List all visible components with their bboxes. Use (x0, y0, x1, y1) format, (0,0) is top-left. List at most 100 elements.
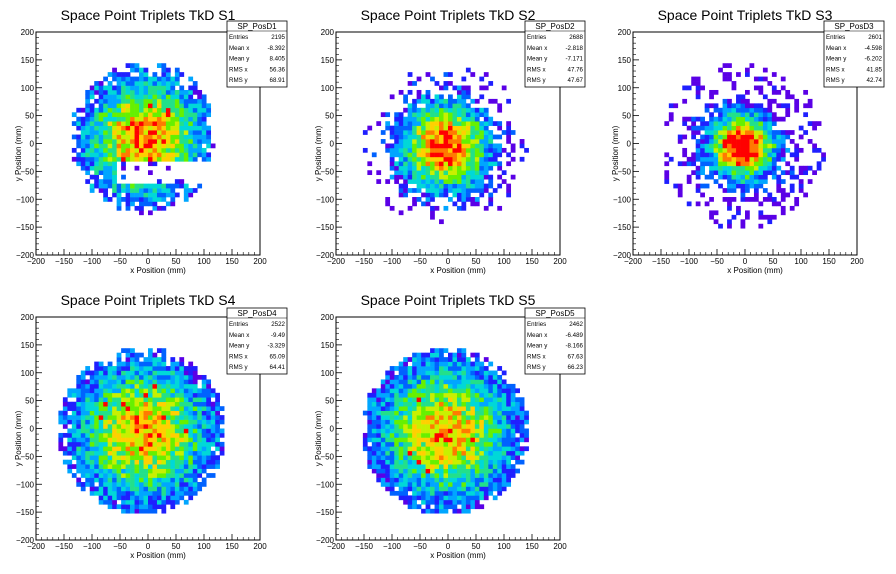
heatmap-cell (201, 98, 207, 104)
heatmap-cell (470, 143, 476, 149)
heatmap-cell (362, 147, 368, 153)
heatmap-cell (736, 107, 741, 113)
heatmap-cell (134, 432, 140, 438)
heatmap-cell (434, 374, 440, 380)
heatmap-cell (416, 112, 422, 118)
heatmap-cell (130, 112, 135, 118)
heatmap-cell (134, 152, 140, 158)
heatmap-cell (188, 437, 194, 443)
heatmap-cell (412, 130, 417, 135)
heatmap-cell (443, 98, 449, 104)
heatmap-cell (161, 72, 167, 77)
heatmap-cell (134, 383, 140, 389)
heatmap-cell (80, 401, 86, 407)
heatmap-cell (376, 121, 382, 126)
heatmap-cell (448, 477, 453, 483)
heatmap-cell (456, 473, 462, 478)
heatmap-cell (443, 464, 449, 469)
heatmap-cell (456, 188, 462, 193)
heatmap-cell (376, 428, 382, 434)
heatmap-cell (170, 477, 176, 483)
heatmap-cell (143, 361, 149, 367)
heatmap-cell (470, 428, 476, 434)
y-tick-label: −50 (320, 167, 334, 176)
heatmap-cell (501, 446, 507, 452)
heatmap-cell (206, 455, 212, 461)
heatmap-cell (398, 143, 404, 149)
heatmap-cell (139, 205, 144, 211)
heatmap-cell (125, 98, 131, 104)
heatmap-cell (179, 437, 185, 443)
heatmap-cell (452, 459, 458, 465)
heatmap-cell (762, 94, 768, 100)
heatmap-cell (76, 161, 82, 167)
heatmap-cell (488, 410, 494, 416)
heatmap-cell (470, 112, 476, 118)
heatmap-cell (425, 370, 431, 376)
heatmap-cell (479, 446, 485, 452)
heatmap-cell (749, 139, 755, 144)
heatmap-cell (107, 499, 113, 505)
heatmap-cell (179, 183, 185, 189)
heatmap-cell (430, 486, 435, 492)
heatmap-cell (389, 455, 395, 461)
heatmap-cell (385, 482, 391, 487)
heatmap-cell (465, 424, 471, 429)
heatmap-cell (376, 450, 382, 456)
heatmap-cell (456, 192, 462, 198)
heatmap-cell (215, 419, 220, 425)
heatmap-cell (121, 459, 126, 465)
heatmap-cell (148, 170, 153, 176)
heatmap-cell (103, 147, 108, 153)
heatmap-cell (121, 76, 126, 82)
heatmap-cell (677, 161, 683, 167)
heatmap-cell (798, 147, 804, 153)
heatmap-cell (143, 103, 149, 109)
heatmap-cell (116, 121, 122, 126)
heatmap-cell (389, 130, 395, 135)
heatmap-cell (130, 486, 135, 492)
heatmap-cell (139, 152, 144, 158)
heatmap-cell (416, 76, 422, 82)
heatmap-cell (434, 139, 440, 144)
heatmap-cell (143, 392, 149, 398)
heatmap-cell (139, 197, 144, 202)
heatmap-cell (416, 401, 422, 407)
heatmap-cell (192, 112, 198, 118)
heatmap-cell (789, 174, 795, 180)
heatmap-cell (483, 401, 489, 407)
heatmap-cell (148, 130, 153, 135)
heatmap-cell (125, 116, 131, 122)
heatmap-cell (98, 446, 104, 452)
heatmap-cell (385, 370, 391, 376)
heatmap-cell (112, 134, 117, 140)
heatmap-cell (452, 495, 458, 501)
heatmap-cell (722, 197, 728, 202)
heatmap-cell (161, 125, 167, 131)
heatmap-cell (161, 406, 167, 411)
heatmap-cell (439, 174, 444, 180)
heatmap-cell (170, 201, 176, 207)
x-axis-label: x Position (mm) (727, 266, 783, 275)
heatmap-cell (736, 143, 741, 149)
heatmap-cell (691, 125, 697, 131)
heatmap-cell (179, 72, 185, 77)
heatmap-cell (85, 397, 91, 403)
heatmap-cell (506, 130, 512, 135)
heatmap-cell (682, 98, 688, 104)
heatmap-cell (758, 116, 764, 122)
heatmap-cell (398, 112, 404, 118)
heatmap-cell (430, 366, 435, 371)
heatmap-cell (139, 428, 144, 434)
heatmap-cell (407, 379, 413, 385)
heatmap-cell (448, 406, 453, 411)
heatmap-cell (116, 361, 122, 367)
heatmap-cell (452, 379, 458, 385)
heatmap-cell (736, 125, 741, 131)
heatmap-cell (412, 468, 417, 474)
heatmap-cell (201, 428, 207, 434)
heatmap-cell (183, 98, 189, 104)
heatmap-cell (425, 374, 431, 380)
heatmap-cell (465, 401, 471, 407)
heatmap-cell (183, 450, 189, 456)
